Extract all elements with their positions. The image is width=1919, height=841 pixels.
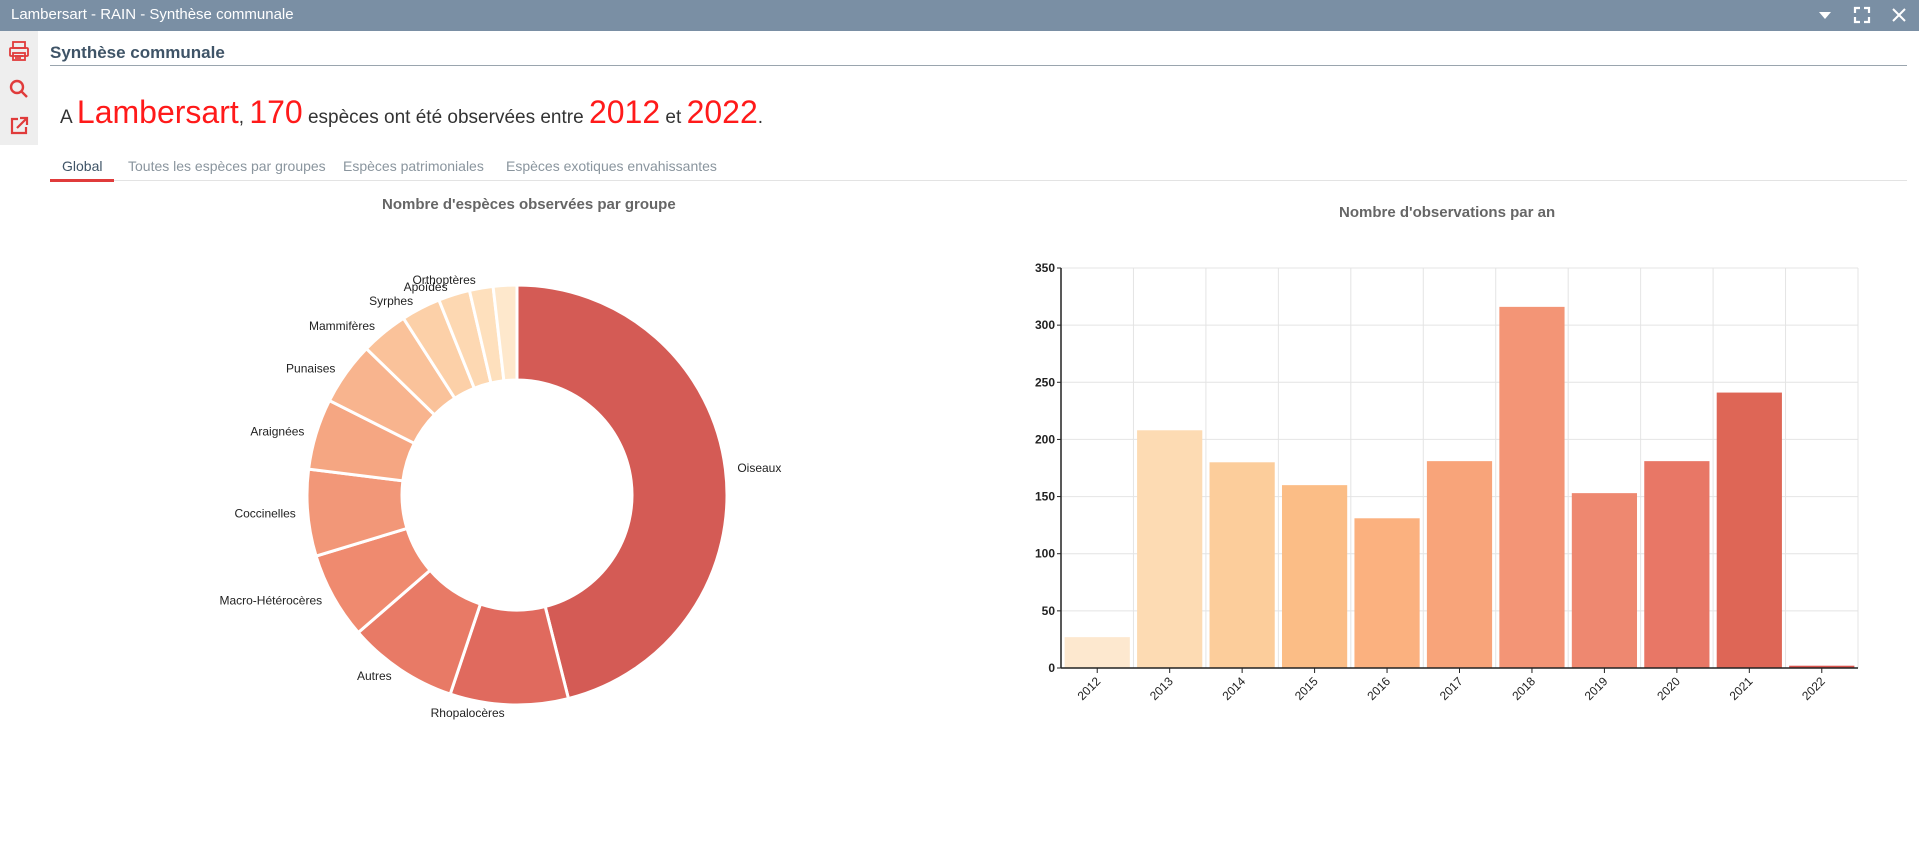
donut-label-punaises: Punaises (286, 362, 335, 376)
summary-and: et (665, 107, 682, 128)
bar-x-tick-label-2020: 2020 (1654, 674, 1683, 703)
donut-label-mammiferes: Mammifères (309, 319, 375, 333)
bar-y-tick-label: 200 (1035, 432, 1055, 446)
summary-prefix: A (60, 107, 72, 128)
bar-2016[interactable] (1354, 518, 1420, 668)
summary-year-end: 2022 (686, 94, 758, 130)
bar-2020[interactable] (1644, 461, 1710, 668)
summary-species-count: 170 (249, 94, 303, 130)
bar-2019[interactable] (1571, 493, 1638, 668)
external-link-icon[interactable] (7, 114, 31, 138)
left-toolbar (0, 31, 38, 145)
bar-2018[interactable] (1499, 306, 1565, 668)
window-title: Lambersart - RAIN - Synthèse communale (11, 6, 294, 23)
donut-label-orthopteres: Orthoptères (412, 273, 475, 287)
bar-y-tick-label: 350 (1035, 261, 1055, 275)
summary-year-start: 2012 (588, 94, 661, 130)
donut-label-syrphes: Syrphes (369, 294, 413, 308)
bar-x-tick-label-2017: 2017 (1437, 674, 1466, 703)
donut-label-apoides: Apoïdes (404, 280, 448, 294)
bar-x-tick-label-2022: 2022 (1799, 674, 1828, 703)
donut-slice-11[interactable] (491, 283, 519, 383)
bar-2012[interactable] (1064, 637, 1130, 668)
donut-label-oiseaux: Oiseaux (737, 461, 781, 475)
bar-y-tick-label: 0 (1048, 661, 1055, 675)
bar-x-tick-label-2013: 2013 (1147, 674, 1176, 703)
bar-y-tick-label: 250 (1035, 375, 1055, 389)
bar-chart-title: Nombre d'observations par an (1339, 204, 1556, 221)
tab-heritage-species[interactable]: Espèces patrimoniales (343, 158, 484, 174)
observations-per-year-bar-chart: 0 50 100 150 200 250 300 350 2012 2013 2014 2015 201… (1035, 261, 1859, 703)
donut-chart-title: Nombre d'espèces observées par groupe (382, 196, 676, 213)
bar-x-tick-label-2021: 2021 (1727, 674, 1756, 703)
close-icon[interactable] (1889, 5, 1909, 25)
donut-label-coccinelles: Coccinelles (234, 507, 295, 521)
bar-x-tick-label-2015: 2015 (1292, 674, 1321, 703)
bar-2014[interactable] (1209, 462, 1275, 668)
bar-x-tick-label-2012: 2012 (1075, 674, 1104, 703)
bar-2015[interactable] (1281, 485, 1348, 668)
section-title: Synthèse communale (50, 43, 225, 62)
bar-y-tick-label: 300 (1035, 318, 1055, 332)
donut-label-macro-heteroceres: Macro-Hétérocères (219, 593, 322, 607)
bar-2022[interactable] (1789, 665, 1855, 668)
summary-end: . (757, 107, 764, 128)
species-by-group-donut-chart: Oiseaux Rhopalocères Autres Macro-Hétérocèr… (219, 273, 781, 720)
donut-label-rhopaloceres: Rhopalocères (431, 706, 505, 720)
donut-label-araignees: Araignées (250, 425, 304, 439)
bar-x-tick-label-2014: 2014 (1219, 674, 1248, 703)
bar-x-tick-label-2018: 2018 (1509, 674, 1538, 703)
tab-invasive-species[interactable]: Espèces exotiques envahissantes (506, 158, 717, 174)
bar-2013[interactable] (1137, 430, 1203, 668)
summary-middle-text: espèces ont été observées entre (307, 107, 584, 128)
bar-x-tick-label-2016: 2016 (1364, 674, 1393, 703)
bar-y-tick-label: 150 (1035, 490, 1055, 504)
summary-separator: , (238, 107, 245, 128)
window-titlebar: Lambersart - RAIN - Synthèse communale (0, 0, 1919, 31)
print-icon[interactable] (7, 39, 31, 63)
summary-commune: Lambersart (76, 94, 239, 130)
search-icon[interactable] (7, 77, 31, 101)
summary-sentence: A Lambersart, 170 espèces ont été observ… (60, 94, 763, 131)
donut-slice-oiseaux[interactable] (515, 283, 729, 701)
fullscreen-icon[interactable] (1852, 5, 1872, 25)
bar-2017[interactable] (1426, 461, 1493, 668)
tab-bar: Global Toutes les espèces par groupes Es… (50, 154, 1907, 182)
bar-x-tick-label-2019: 2019 (1582, 674, 1611, 703)
section-divider (50, 65, 1907, 66)
bar-2021[interactable] (1716, 392, 1782, 668)
donut-label-autres: Autres (357, 669, 392, 683)
tab-global[interactable]: Global (50, 158, 115, 182)
tab-all-species-by-group[interactable]: Toutes les espèces par groupes (128, 158, 326, 174)
bar-y-tick-label: 50 (1042, 604, 1056, 618)
dropdown-icon[interactable] (1815, 5, 1835, 25)
bar-y-tick-label: 100 (1035, 547, 1055, 561)
